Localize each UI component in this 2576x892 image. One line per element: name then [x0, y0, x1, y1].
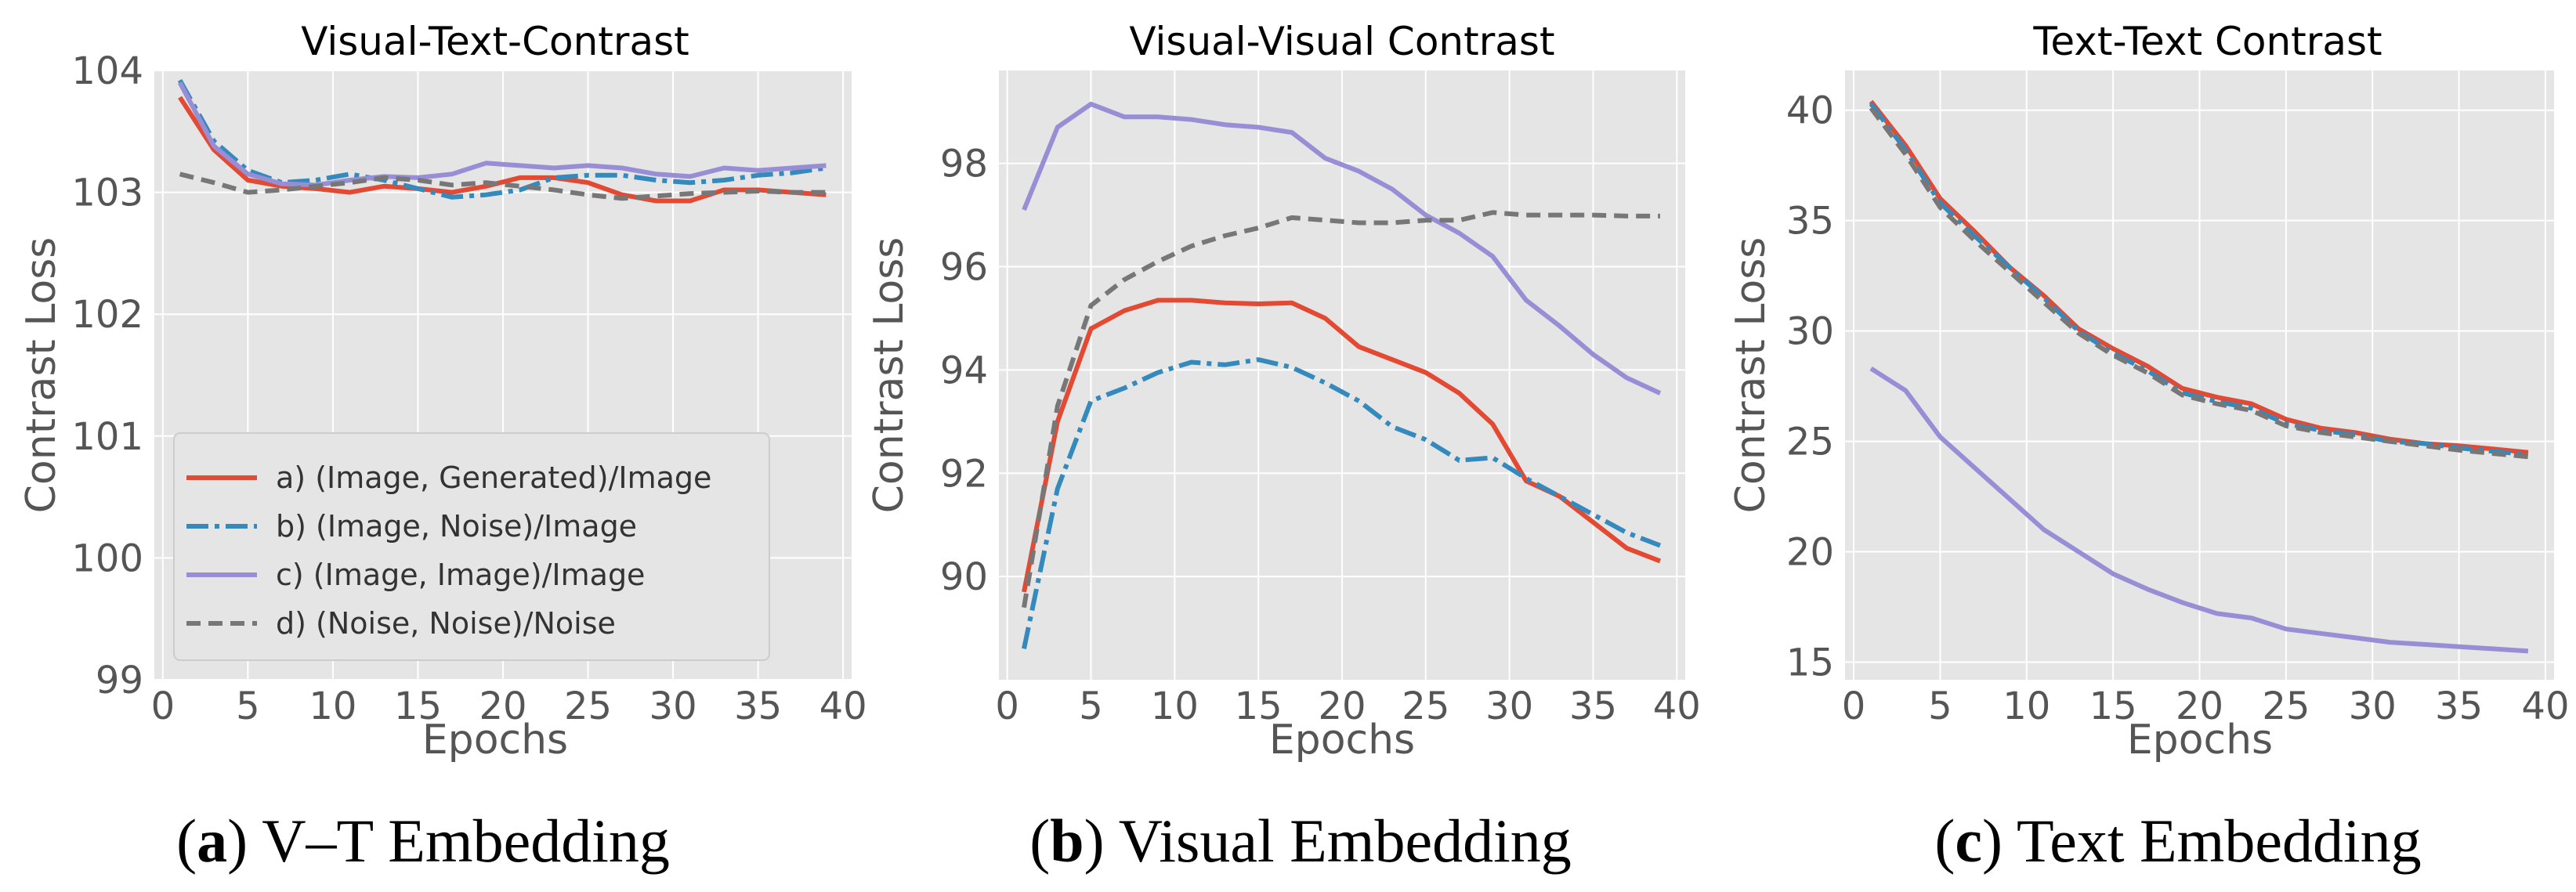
- panel-a-x-tick-label: 20: [479, 684, 526, 728]
- panel-a-y-tick-label: 101: [71, 415, 143, 459]
- panel-b-caption: (b) Visual Embedding: [1029, 807, 1572, 875]
- panel-c-title: Text-Text Contrast: [2032, 19, 2382, 64]
- panel-b-series-d-line: [1022, 210, 1660, 609]
- panel-b-y-label: Contrast Loss: [866, 237, 913, 514]
- panel-b-x-tick-label: 25: [1402, 684, 1449, 728]
- panel-a-series-d-line: [179, 172, 827, 201]
- panel-c-x-ticks: 0 5 10 15 20 25 30 35 40: [1842, 684, 2570, 728]
- panel-b-title: Visual-Visual Contrast: [1129, 19, 1554, 64]
- panel-b-caption-letter: b: [1050, 807, 1084, 875]
- panel-c-y-label: Contrast Loss: [1728, 237, 1775, 514]
- legend-label-c: c) (Image, Image)/Image: [276, 558, 645, 592]
- panel-a-x-label: Epochs: [422, 717, 568, 764]
- panel-c-x-tick-label: 25: [2262, 684, 2310, 728]
- panel-c-caption-letter: c: [1955, 807, 1982, 875]
- panel-c-x-tick-label: 0: [1842, 684, 1866, 728]
- panel-c-x-tick-label: 40: [2521, 684, 2569, 728]
- panel-b-caption-text: Visual Embedding: [1119, 807, 1572, 875]
- panel-b-y-tick-label: 94: [940, 348, 988, 392]
- panel-a-x-tick-label: 30: [649, 684, 697, 728]
- panel-a-legend: a) (Image, Generated)/Image b) (Image, N…: [173, 432, 770, 661]
- panel-a-y-ticks: 99 100 101 102 103 104: [71, 49, 143, 702]
- panel-a-title: Visual-Text-Contrast: [301, 19, 689, 64]
- panel-a-series-b-line: [177, 78, 827, 200]
- panel-b-x-tick-label: 10: [1151, 684, 1199, 728]
- panel-a-caption-letter: a: [197, 807, 227, 875]
- panel-c-x-tick-label: 20: [2176, 684, 2223, 728]
- panel-b-y-tick-label: 90: [940, 555, 988, 599]
- panel-c-caption-text: Text Embedding: [2017, 807, 2422, 875]
- panel-b-x-label: Epochs: [1269, 717, 1415, 764]
- panel-a-x-tick-label: 35: [734, 684, 782, 728]
- panel-c-x-tick-label: 30: [2349, 684, 2397, 728]
- panel-c-series-c-line: [1869, 366, 2529, 654]
- panel-b-y-ticks: 90 92 94 96 98: [940, 143, 988, 599]
- panel-a-series: [177, 78, 827, 204]
- panel-a-x-tick-label: 40: [819, 684, 867, 728]
- panel-a-series-a-line: [178, 96, 827, 204]
- panel-a-x-tick-label: 0: [151, 684, 175, 728]
- panel-a-y-tick-label: 104: [71, 49, 143, 93]
- panel-c-y-tick-label: 30: [1786, 310, 1834, 354]
- panel-c-y-tick-label: 40: [1786, 89, 1834, 133]
- panel-b: Visual-Visual Contrast 0 5 10 15 20 25 30 35 40 …: [866, 19, 1701, 875]
- panel-c: Text-Text Contrast 0 5 10 15 20 25 30 35 40 15 20…: [1728, 19, 2570, 875]
- panel-b-y-tick-label: 92: [940, 452, 988, 496]
- panel-a-caption-text: V–T Embedding: [262, 807, 670, 875]
- panel-b-series: [1022, 101, 1662, 650]
- panel-b-y-tick-label: 96: [940, 246, 988, 290]
- panel-b-series-c-line: [1022, 101, 1662, 395]
- panel-a-caption: (a) V–T Embedding: [176, 807, 670, 875]
- panel-a-x-tick-label: 15: [394, 684, 442, 728]
- panel-b-x-ticks: 0 5 10 15 20 25 30 35 40: [995, 684, 1700, 728]
- legend-label-d: d) (Noise, Noise)/Noise: [276, 606, 616, 641]
- panel-b-series-b-line: [1022, 357, 1662, 650]
- panel-c-x-label: Epochs: [2127, 717, 2273, 764]
- panel-a-y-tick-label: 103: [71, 172, 143, 215]
- panel-c-x-tick-label: 35: [2435, 684, 2483, 728]
- panel-b-x-tick-label: 20: [1318, 684, 1366, 728]
- panel-a-x-tick-label: 5: [236, 684, 260, 728]
- legend-label-b: b) (Image, Noise)/Image: [276, 509, 637, 544]
- panel-a-series-c-line: [177, 81, 827, 188]
- panel-c-grid: [1845, 70, 2554, 680]
- panel-b-x-tick-label: 40: [1653, 684, 1701, 728]
- panel-a-x-ticks: 0 5 10 15 20 25 30 35 40: [151, 684, 867, 728]
- panel-a: Visual-Text-Contrast 0 5 10 15 20 25 30 35 40 99…: [18, 19, 867, 875]
- panel-a-y-tick-label: 99: [96, 659, 143, 702]
- panel-b-x-tick-label: 0: [995, 684, 1019, 728]
- panel-b-x-tick-label: 30: [1485, 684, 1533, 728]
- panel-b-y-tick-label: 98: [940, 143, 988, 186]
- panel-c-series: [1869, 99, 2529, 654]
- panel-b-x-tick-label: 35: [1569, 684, 1617, 728]
- legend-label-a: a) (Image, Generated)/Image: [276, 460, 711, 495]
- panel-a-x-tick-label: 10: [309, 684, 356, 728]
- panel-b-x-tick-label: 5: [1079, 684, 1103, 728]
- panel-b-grid: [999, 70, 1685, 680]
- panel-c-y-tick-label: 15: [1786, 641, 1834, 684]
- panel-c-x-tick-label: 5: [1928, 684, 1952, 728]
- panel-c-caption: (c) Text Embedding: [1934, 807, 2421, 875]
- panel-a-x-tick-label: 25: [564, 684, 612, 728]
- panel-a-y-tick-label: 102: [71, 293, 143, 337]
- panel-c-y-tick-label: 35: [1786, 200, 1834, 244]
- panel-a-y-label: Contrast Loss: [18, 237, 65, 514]
- panel-c-y-tick-label: 25: [1786, 421, 1834, 464]
- panel-a-y-tick-label: 100: [71, 536, 143, 580]
- panel-b-x-tick-label: 15: [1235, 684, 1283, 728]
- panel-c-x-tick-label: 15: [2089, 684, 2137, 728]
- panel-c-series-d-line: [1869, 107, 2529, 460]
- panel-c-y-ticks: 15 20 25 30 35 40: [1786, 89, 1834, 685]
- panel-c-y-tick-label: 20: [1786, 531, 1834, 575]
- panel-c-x-tick-label: 10: [2003, 684, 2050, 728]
- legend-box: [173, 432, 770, 661]
